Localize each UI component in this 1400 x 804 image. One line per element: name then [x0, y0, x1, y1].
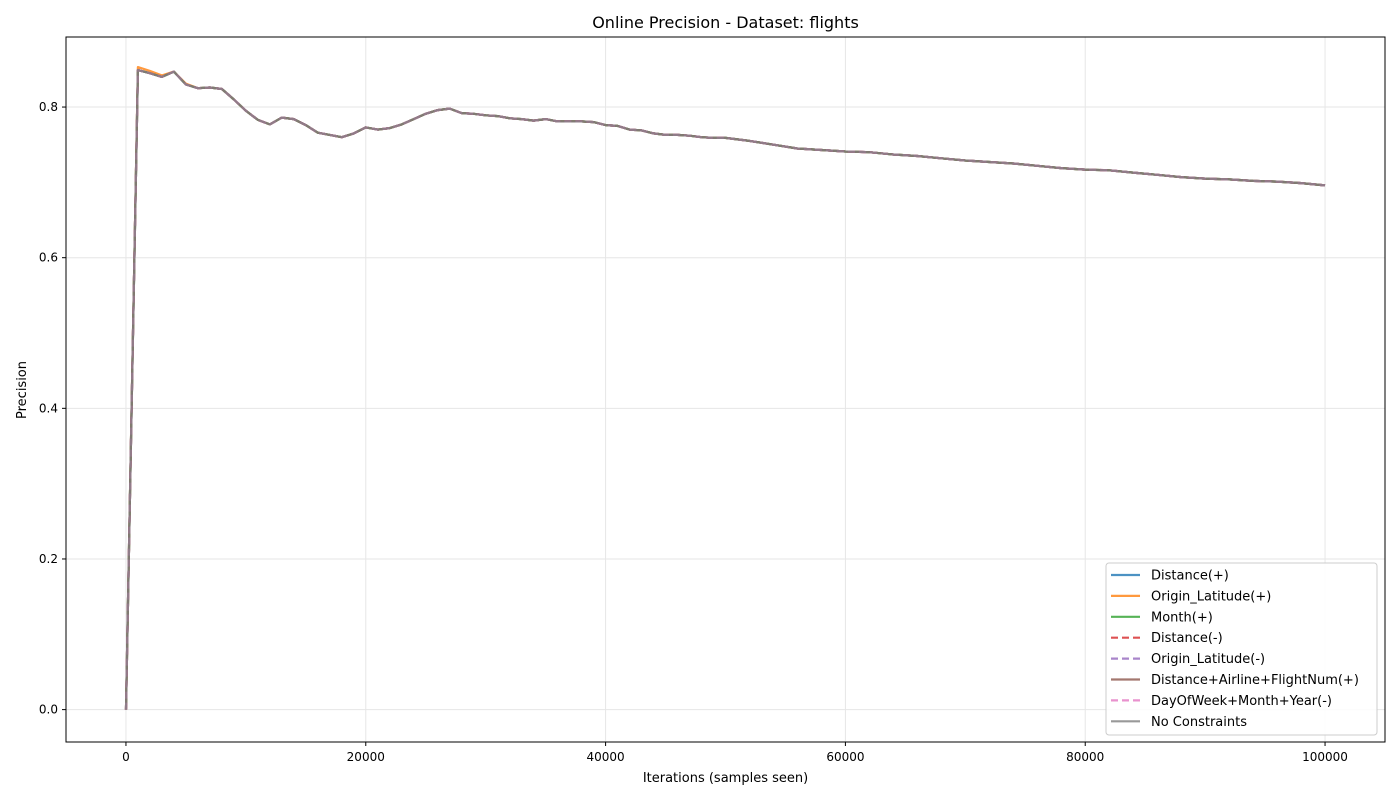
x-tick-label: 60000	[826, 750, 864, 764]
y-axis-ticks: 0.0 0.2 0.4 0.6 0.8	[39, 100, 66, 717]
y-axis-label: Precision	[15, 361, 30, 419]
legend-entry-label: No Constraints	[1151, 715, 1247, 730]
x-tick-label: 100000	[1302, 750, 1348, 764]
x-axis-label: Iterations (samples seen)	[643, 771, 808, 786]
legend-entry-label: Month(+)	[1151, 610, 1213, 625]
legend: Distance(+) Origin_Latitude(+) Month(+) Dis…	[1105, 562, 1378, 736]
legend-entry-label: Distance(-)	[1151, 631, 1223, 646]
series-lines	[124, 65, 1326, 710]
plot-frame	[65, 36, 1386, 743]
x-tick-label: 20000	[347, 750, 385, 764]
legend-entry-label: Origin_Latitude(-)	[1151, 652, 1265, 667]
chart-title: Online Precision - Dataset: flights	[592, 13, 859, 32]
y-tick-label: 0.8	[39, 100, 58, 114]
y-tick-label: 0.0	[39, 703, 58, 717]
x-tick-label: 40000	[586, 750, 624, 764]
legend-entry-label: Distance(+)	[1151, 569, 1229, 584]
y-tick-label: 0.4	[39, 401, 58, 415]
y-tick-label: 0.6	[39, 251, 58, 265]
x-axis-ticks: 0 20000 40000 60000 80000 100000	[122, 742, 1348, 764]
legend-frame	[1105, 562, 1378, 736]
legend-entry-label: Distance+Airline+FlightNum(+)	[1151, 673, 1359, 688]
y-tick-label: 0.2	[39, 552, 58, 566]
legend-entry-label: Origin_Latitude(+)	[1151, 589, 1271, 604]
grid	[66, 37, 1385, 742]
series-line-7	[124, 68, 1326, 710]
x-tick-label: 80000	[1066, 750, 1104, 764]
legend-entry-label: DayOfWeek+Month+Year(-)	[1151, 694, 1332, 709]
x-tick-label: 0	[122, 750, 130, 764]
